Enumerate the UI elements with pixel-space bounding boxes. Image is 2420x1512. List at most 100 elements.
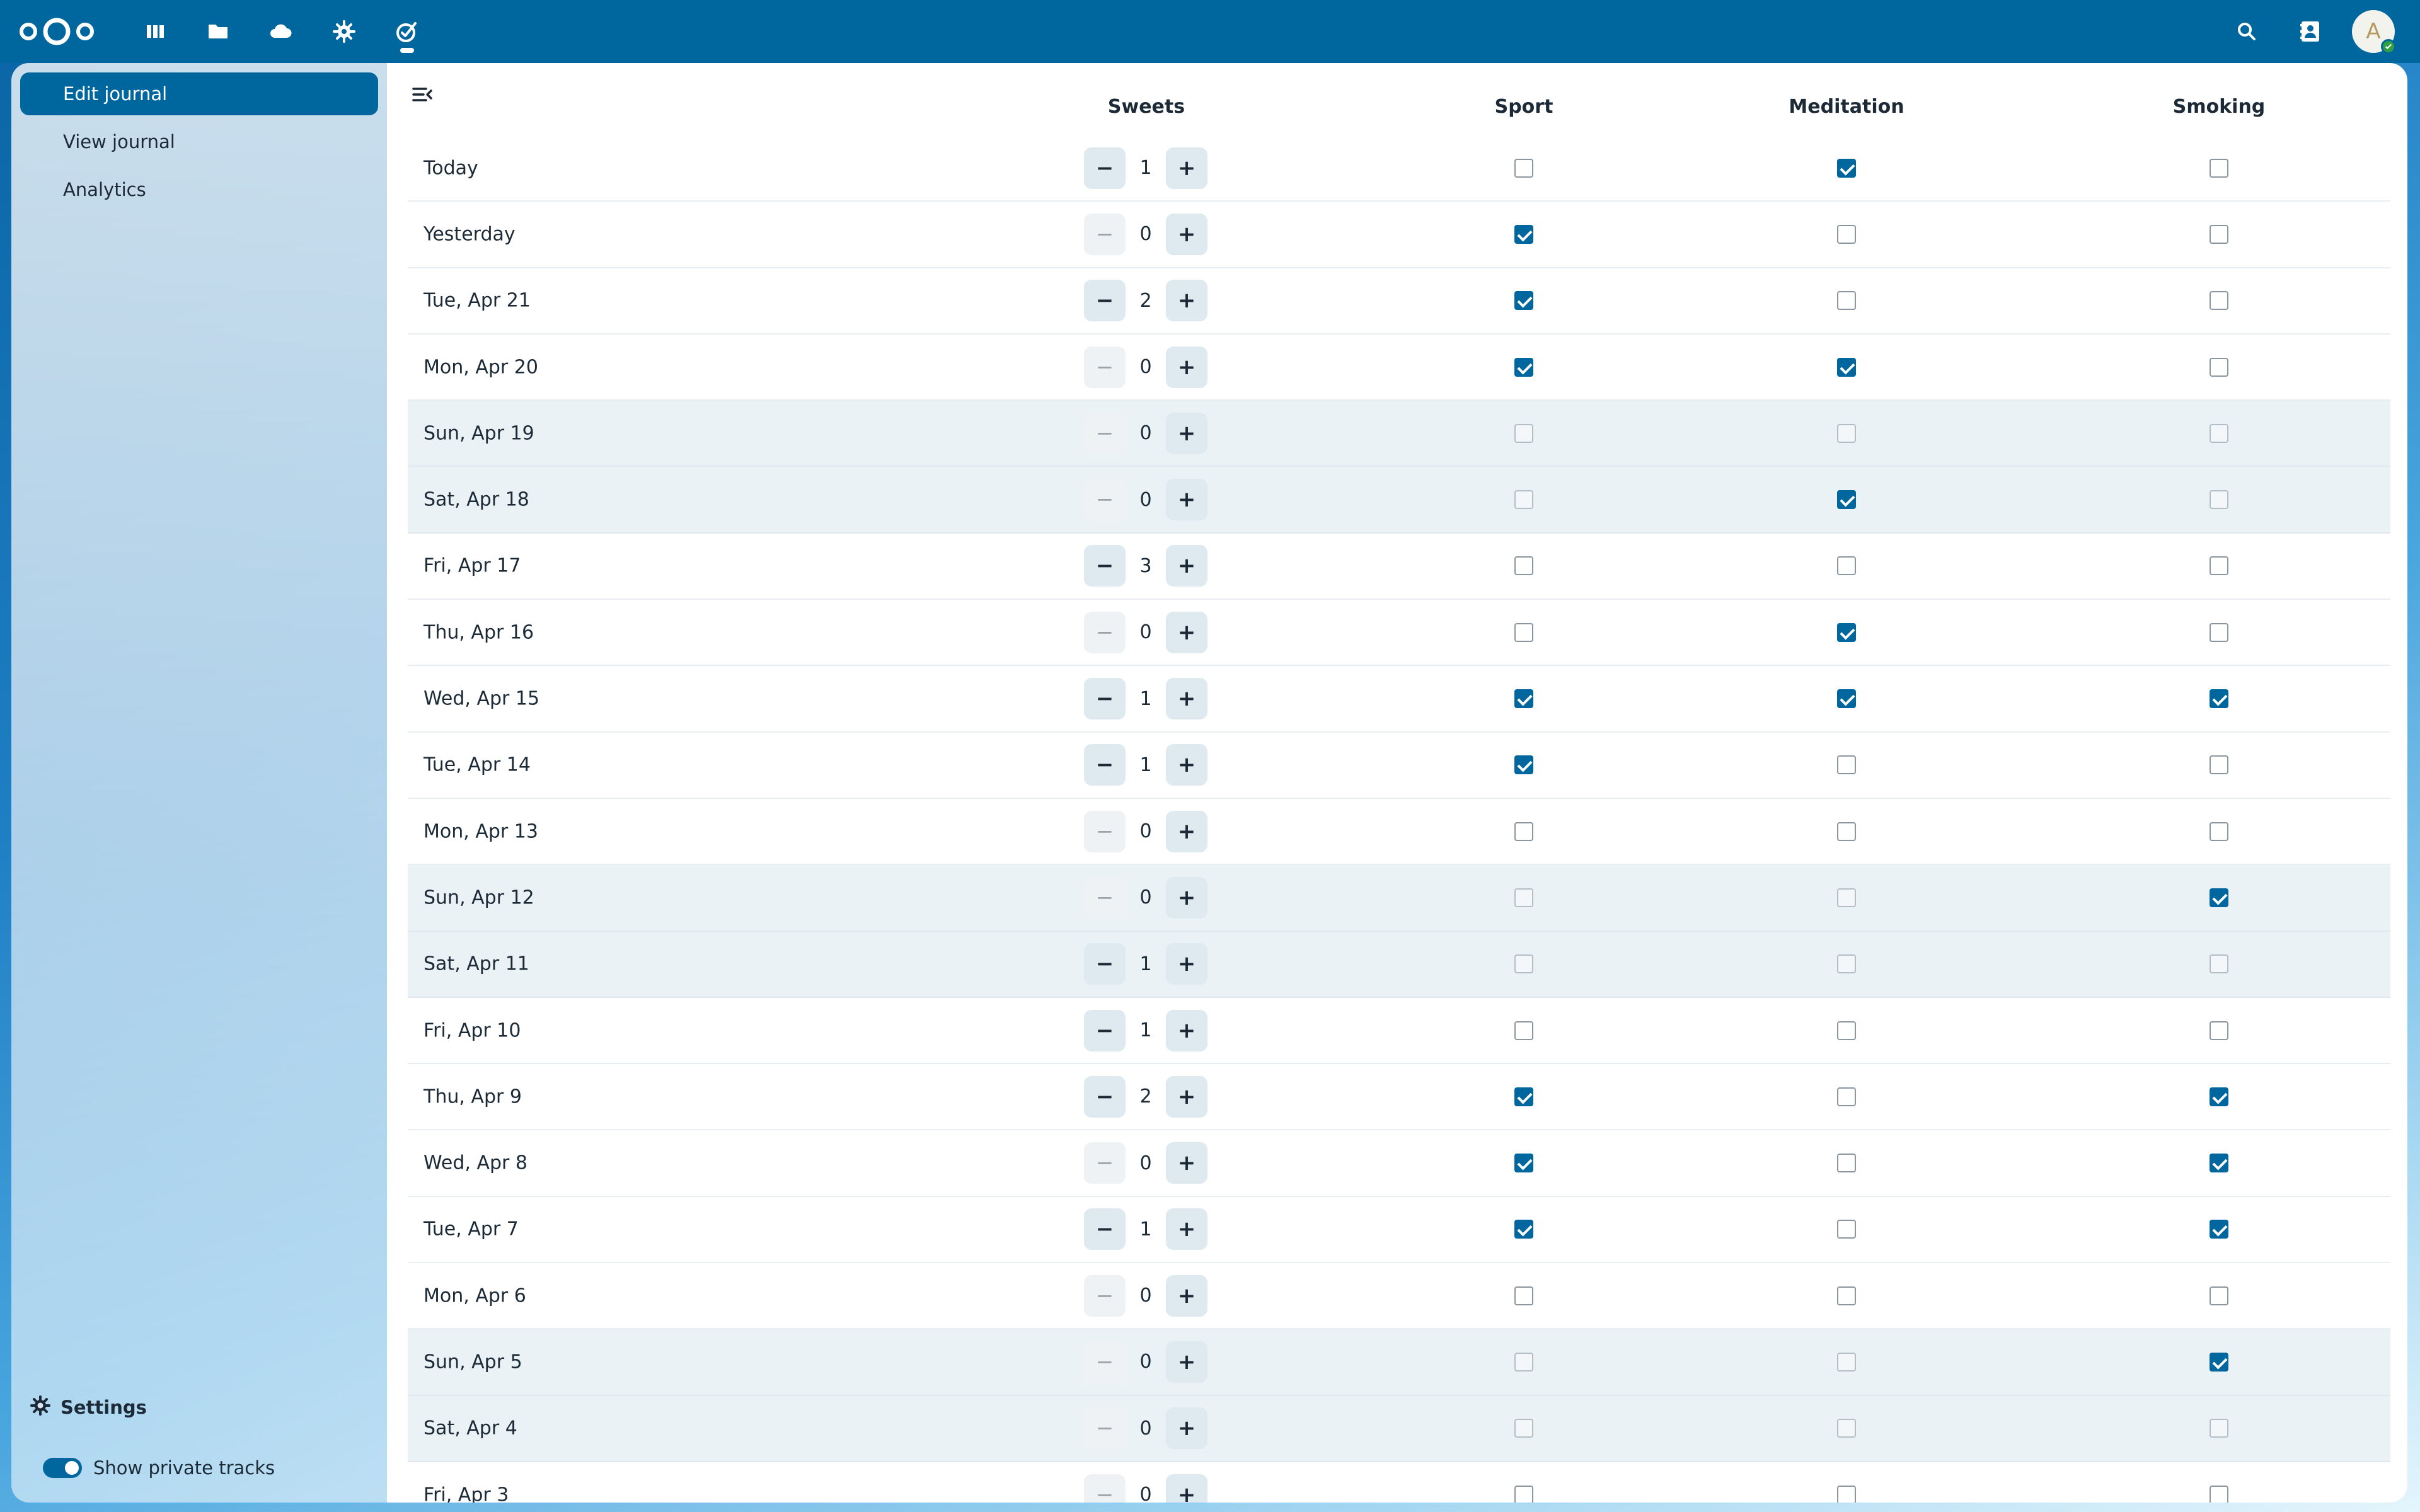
- increment-button[interactable]: +: [1166, 1407, 1207, 1450]
- smoking-checkbox[interactable]: [2210, 1220, 2228, 1239]
- increment-button[interactable]: +: [1166, 810, 1207, 852]
- sport-checkbox[interactable]: [1514, 291, 1533, 311]
- nav-edit-journal[interactable]: Edit journal: [20, 72, 378, 115]
- meditation-checkbox[interactable]: [1837, 490, 1856, 510]
- sport-checkbox[interactable]: [1514, 423, 1533, 443]
- nav-view-journal[interactable]: View journal: [20, 120, 378, 163]
- sport-checkbox[interactable]: [1514, 1419, 1533, 1438]
- meditation-checkbox[interactable]: [1837, 1485, 1856, 1503]
- meditation-checkbox[interactable]: [1837, 1352, 1856, 1372]
- smoking-checkbox[interactable]: [2210, 622, 2228, 642]
- private-tracks-toggle-row[interactable]: Show private tracks: [43, 1453, 275, 1483]
- sport-checkbox[interactable]: [1514, 888, 1533, 907]
- decrement-button[interactable]: −: [1084, 479, 1126, 521]
- sport-checkbox[interactable]: [1514, 556, 1533, 576]
- smoking-checkbox[interactable]: [2210, 1087, 2228, 1106]
- decrement-button[interactable]: −: [1084, 280, 1126, 322]
- meditation-checkbox[interactable]: [1837, 1021, 1856, 1040]
- increment-button[interactable]: +: [1166, 1075, 1207, 1118]
- decrement-button[interactable]: −: [1084, 412, 1126, 454]
- increment-button[interactable]: +: [1166, 1474, 1207, 1503]
- sport-checkbox[interactable]: [1514, 689, 1533, 709]
- nextcloud-logo-icon[interactable]: [18, 14, 96, 49]
- sport-checkbox[interactable]: [1514, 158, 1533, 178]
- collapse-sidebar-icon[interactable]: [410, 82, 435, 107]
- meditation-checkbox[interactable]: [1837, 1154, 1856, 1173]
- contacts-icon[interactable]: [2296, 18, 2324, 45]
- increment-button[interactable]: +: [1166, 1142, 1207, 1184]
- sport-checkbox[interactable]: [1514, 822, 1533, 841]
- increment-button[interactable]: +: [1166, 1009, 1207, 1051]
- smoking-checkbox[interactable]: [2210, 1485, 2228, 1503]
- meditation-checkbox[interactable]: [1837, 158, 1856, 178]
- decrement-button[interactable]: −: [1084, 678, 1126, 720]
- meditation-checkbox[interactable]: [1837, 1220, 1856, 1239]
- meditation-checkbox[interactable]: [1837, 357, 1856, 377]
- meditation-checkbox[interactable]: [1837, 1087, 1856, 1106]
- smoking-checkbox[interactable]: [2210, 224, 2228, 244]
- meditation-checkbox[interactable]: [1837, 689, 1856, 709]
- decrement-button[interactable]: −: [1084, 147, 1126, 189]
- smoking-checkbox[interactable]: [2210, 291, 2228, 311]
- meditation-checkbox[interactable]: [1837, 755, 1856, 775]
- smoking-checkbox[interactable]: [2210, 954, 2228, 974]
- meditation-checkbox[interactable]: [1837, 224, 1856, 244]
- files-icon[interactable]: [205, 19, 231, 44]
- sport-checkbox[interactable]: [1514, 1021, 1533, 1040]
- smoking-checkbox[interactable]: [2210, 1154, 2228, 1173]
- settings-button[interactable]: Settings: [29, 1392, 147, 1423]
- meditation-checkbox[interactable]: [1837, 822, 1856, 841]
- meditation-checkbox[interactable]: [1837, 888, 1856, 907]
- smoking-checkbox[interactable]: [2210, 755, 2228, 775]
- increment-button[interactable]: +: [1166, 611, 1207, 653]
- sport-checkbox[interactable]: [1514, 1485, 1533, 1503]
- settings-app-icon[interactable]: [331, 19, 357, 44]
- decrement-button[interactable]: −: [1084, 943, 1126, 985]
- decrement-button[interactable]: −: [1084, 1075, 1126, 1118]
- sport-checkbox[interactable]: [1514, 1220, 1533, 1239]
- increment-button[interactable]: +: [1166, 147, 1207, 189]
- increment-button[interactable]: +: [1166, 545, 1207, 587]
- sport-checkbox[interactable]: [1514, 622, 1533, 642]
- sport-checkbox[interactable]: [1514, 1154, 1533, 1173]
- decrement-button[interactable]: −: [1084, 1341, 1126, 1383]
- sport-checkbox[interactable]: [1514, 357, 1533, 377]
- meditation-checkbox[interactable]: [1837, 423, 1856, 443]
- decrement-button[interactable]: −: [1084, 1474, 1126, 1503]
- smoking-checkbox[interactable]: [2210, 822, 2228, 841]
- sport-checkbox[interactable]: [1514, 1352, 1533, 1372]
- increment-button[interactable]: +: [1166, 744, 1207, 786]
- smoking-checkbox[interactable]: [2210, 1021, 2228, 1040]
- increment-button[interactable]: +: [1166, 943, 1207, 985]
- increment-button[interactable]: +: [1166, 412, 1207, 454]
- nav-analytics[interactable]: Analytics: [20, 168, 378, 211]
- decrement-button[interactable]: −: [1084, 545, 1126, 587]
- search-icon[interactable]: [2233, 18, 2261, 45]
- increment-button[interactable]: +: [1166, 678, 1207, 720]
- decrement-button[interactable]: −: [1084, 1009, 1126, 1051]
- meditation-checkbox[interactable]: [1837, 291, 1856, 311]
- smoking-checkbox[interactable]: [2210, 357, 2228, 377]
- sport-checkbox[interactable]: [1514, 1286, 1533, 1305]
- journal-app-icon[interactable]: [395, 19, 420, 44]
- smoking-checkbox[interactable]: [2210, 158, 2228, 178]
- decrement-button[interactable]: −: [1084, 876, 1126, 919]
- sport-checkbox[interactable]: [1514, 224, 1533, 244]
- avatar[interactable]: A: [2352, 10, 2396, 54]
- smoking-checkbox[interactable]: [2210, 490, 2228, 510]
- smoking-checkbox[interactable]: [2210, 1419, 2228, 1438]
- meditation-checkbox[interactable]: [1837, 1419, 1856, 1438]
- increment-button[interactable]: +: [1166, 280, 1207, 322]
- decrement-button[interactable]: −: [1084, 744, 1126, 786]
- sport-checkbox[interactable]: [1514, 954, 1533, 974]
- smoking-checkbox[interactable]: [2210, 1352, 2228, 1372]
- increment-button[interactable]: +: [1166, 346, 1207, 388]
- smoking-checkbox[interactable]: [2210, 556, 2228, 576]
- meditation-checkbox[interactable]: [1837, 954, 1856, 974]
- increment-button[interactable]: +: [1166, 479, 1207, 521]
- meditation-checkbox[interactable]: [1837, 622, 1856, 642]
- meditation-checkbox[interactable]: [1837, 556, 1856, 576]
- increment-button[interactable]: +: [1166, 1208, 1207, 1251]
- decrement-button[interactable]: −: [1084, 810, 1126, 852]
- decrement-button[interactable]: −: [1084, 1142, 1126, 1184]
